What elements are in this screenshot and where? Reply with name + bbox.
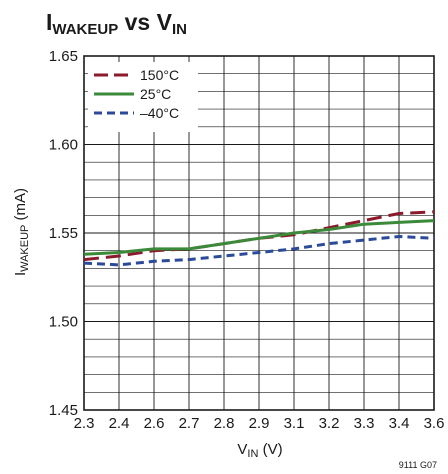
y-axis-label-subscript: WAKEUP xyxy=(19,225,31,272)
y-tick-label: 1.60 xyxy=(49,137,78,154)
x-axis-label-subscript: IN xyxy=(247,448,258,460)
x-tick-label: 3.3 xyxy=(354,415,375,432)
x-tick-label: 2.4 xyxy=(109,415,130,432)
y-tick-label: 1.65 xyxy=(49,48,78,65)
title-main-subscript: WAKEUP xyxy=(52,21,118,38)
x-axis-label-main: V xyxy=(237,441,247,458)
x-tick-label: 3.4 xyxy=(389,415,410,432)
x-axis-label: VIN (V) xyxy=(237,441,282,460)
plot-frame xyxy=(83,55,435,411)
series-lines xyxy=(83,210,435,267)
series-line xyxy=(83,235,435,267)
x-tick-label: 2.7 xyxy=(179,415,200,432)
series-line xyxy=(83,219,435,256)
legend-label: –40°C xyxy=(140,105,179,121)
x-tick-label: 3.1 xyxy=(284,415,305,432)
x-tick-label: 2.8 xyxy=(214,415,235,432)
figure-code: 9111 G07 xyxy=(399,460,437,470)
y-tick-label: 1.55 xyxy=(49,225,78,242)
legend-label: 150°C xyxy=(140,67,179,83)
title-var: V xyxy=(157,9,173,35)
x-tick-label: 3.2 xyxy=(319,415,340,432)
y-tick-label: 1.50 xyxy=(49,314,78,331)
x-tick-label: 2.3 xyxy=(74,415,95,432)
chart-title: IWAKEUP vs VIN xyxy=(46,9,187,38)
legend-label: 25°C xyxy=(140,86,171,102)
title-var-subscript: IN xyxy=(172,21,187,38)
legend: 150°C 25°C –40°C xyxy=(94,67,179,121)
title-main: I xyxy=(46,9,52,35)
x-tick-label: 2.6 xyxy=(144,415,165,432)
x-tick-label: 2.9 xyxy=(249,415,270,432)
y-axis-label-main: I xyxy=(12,272,29,276)
title-vs: vs xyxy=(118,9,156,35)
y-axis-label-unit: (mA) xyxy=(12,188,29,225)
y-tick-labels: 1.45 1.50 1.55 1.60 1.65 xyxy=(49,48,78,419)
x-axis-label-unit: (V) xyxy=(258,441,282,458)
y-axis-label: IWAKEUP (mA) xyxy=(12,188,31,276)
x-tick-labels: 2.3 2.4 2.6 2.7 2.8 2.9 3.1 3.2 3.3 3.4 3.6 xyxy=(74,415,445,432)
x-tick-label: 3.6 xyxy=(424,415,445,432)
y-tick-label: 1.45 xyxy=(49,402,78,419)
